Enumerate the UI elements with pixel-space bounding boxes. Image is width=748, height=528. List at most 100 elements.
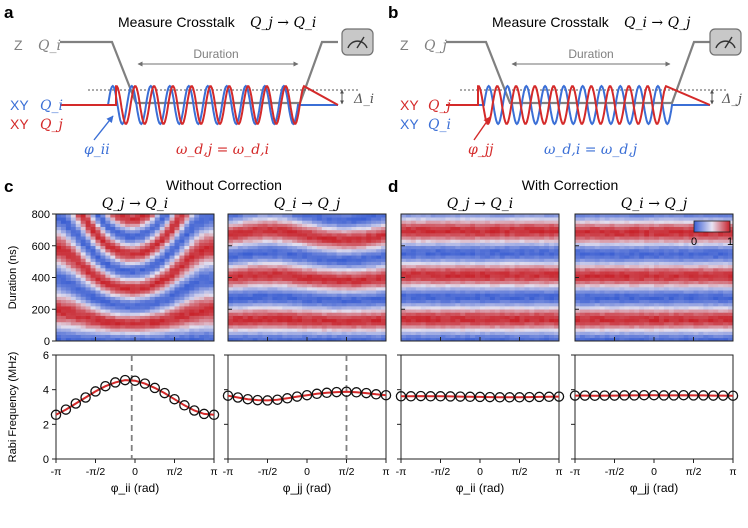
heatmap-cell (688, 309, 694, 313)
heatmap-cell (534, 290, 540, 294)
heatmap-cell (125, 248, 131, 253)
heatmap-cell (594, 306, 600, 310)
heatmap-cell (90, 315, 96, 320)
heatmap-cell (584, 214, 591, 218)
heatmap-cell (604, 264, 610, 269)
heatmap-cell (624, 236, 630, 240)
heatmap-cell (247, 229, 253, 234)
heatmap-cell (356, 318, 362, 323)
heatmap-cell (401, 321, 407, 326)
heatmap-cell (189, 255, 195, 259)
heatmap-cell (204, 280, 210, 285)
heatmap-cell (554, 248, 560, 253)
heatmap-cell (544, 280, 550, 285)
heatmap-cell (649, 299, 655, 304)
heatmap-cell (484, 280, 491, 285)
heatmap-cell (619, 318, 625, 323)
heatmap-cell (698, 261, 704, 266)
heatmap-cell (302, 267, 308, 272)
heatmap-cell (634, 217, 640, 221)
heatmap-cell (475, 283, 481, 288)
heatmap-cell (247, 296, 253, 301)
heatmap-cell (401, 287, 407, 291)
heatmap-cell (159, 267, 165, 272)
heatmap-cell (95, 302, 101, 307)
heatmap-cell (75, 261, 81, 266)
heatmap-cell (455, 226, 461, 231)
heatmap-cell (351, 315, 357, 320)
heatmap-cell (594, 277, 600, 281)
heatmap-cell (654, 306, 660, 310)
heatmap-cell (524, 274, 530, 278)
heatmap-cell (668, 309, 675, 313)
heatmap-cell (277, 290, 283, 294)
heatmap-cell (336, 318, 342, 323)
heatmap-cell (539, 309, 545, 313)
heatmap-cell (154, 280, 160, 285)
heatmap-cell (575, 233, 581, 237)
heatmap-cell (698, 245, 704, 250)
heatmap-cell (584, 334, 591, 339)
heatmap-cell (110, 220, 116, 224)
heatmap-cell (272, 318, 278, 323)
heatmap-cell (60, 236, 67, 240)
heatmap-cell (164, 312, 170, 316)
heatmap-cell (169, 321, 175, 326)
heatmap-cell (465, 261, 471, 266)
heatmap-cell (179, 220, 185, 224)
heatmap-cell (683, 296, 689, 301)
heatmap-cell (277, 293, 283, 297)
heatmap-cell (135, 229, 141, 234)
heatmap-cell (85, 233, 91, 237)
heatmap-cell (302, 264, 308, 269)
heatmap-cell (149, 271, 156, 275)
heatmap-cell (579, 328, 586, 332)
heatmap-cell (120, 220, 126, 224)
heatmap-cell (75, 315, 81, 320)
heatmap-cell (371, 248, 377, 253)
heatmap-cell (164, 245, 170, 250)
heatmap-cell (154, 245, 160, 250)
heatmap-cell (430, 252, 436, 256)
heatmap-cell (174, 274, 180, 278)
heatmap-cell (95, 258, 101, 262)
heatmap-cell (199, 299, 205, 304)
heatmap-cell (316, 312, 323, 316)
heatmap-cell (135, 337, 141, 342)
heatmap-cell (410, 315, 417, 320)
heatmap-cell (663, 277, 670, 281)
heatmap-cell (445, 283, 451, 288)
heatmap-cell (489, 236, 496, 240)
heatmap-cell (366, 299, 372, 304)
heatmap-cell (282, 325, 288, 329)
heatmap-cell (678, 287, 684, 291)
heatmap-cell (311, 217, 318, 221)
heatmap-cell (257, 337, 263, 342)
heatmap-cell (649, 229, 655, 234)
heatmap-cell (599, 252, 605, 256)
heatmap-cell (575, 280, 581, 285)
heatmap-cell (85, 220, 91, 224)
heatmap-cell (331, 220, 337, 224)
heatmap-cell (649, 337, 655, 342)
heatmap-cell (331, 283, 337, 288)
heatmap-cell (415, 318, 422, 323)
heatmap-cell (381, 245, 387, 250)
heatmap-cell (292, 325, 298, 329)
heatmap-cell (410, 312, 417, 316)
heatmap-cell (135, 321, 141, 326)
heatmap-cell (575, 337, 581, 342)
heatmap-cell (242, 267, 249, 272)
heatmap-cell (639, 283, 645, 288)
heatmap-cell (267, 337, 273, 342)
heatmap-cell (579, 306, 586, 310)
heatmap-cell (475, 337, 481, 342)
heatmap-cell (321, 274, 328, 278)
heatmap-cell (639, 226, 645, 231)
heatmap-cell (321, 217, 328, 221)
heatmap-cell (539, 214, 545, 218)
heatmap-cell (683, 223, 689, 227)
heatmap-cell (519, 287, 525, 291)
heatmap-cell (351, 252, 357, 256)
heatmap-cell (336, 271, 342, 275)
